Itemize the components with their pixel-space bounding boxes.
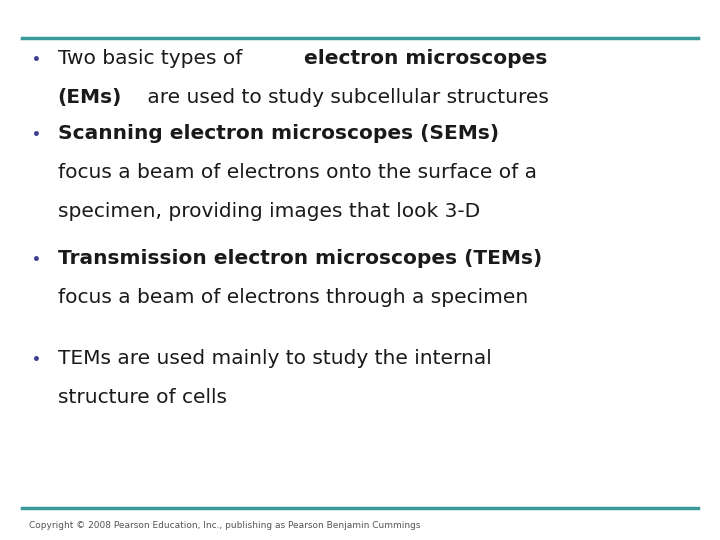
Text: focus a beam of electrons onto the surface of a: focus a beam of electrons onto the surfa…: [58, 163, 536, 182]
Text: •: •: [32, 53, 40, 68]
Text: Scanning electron microscopes (SEMs): Scanning electron microscopes (SEMs): [58, 124, 499, 143]
Text: •: •: [32, 253, 40, 267]
Text: •: •: [32, 129, 40, 143]
Text: Transmission electron microscopes (TEMs): Transmission electron microscopes (TEMs): [58, 249, 542, 268]
Text: structure of cells: structure of cells: [58, 388, 227, 407]
Text: Two basic types of: Two basic types of: [58, 49, 248, 68]
Text: •: •: [32, 353, 40, 367]
Text: TEMs are used mainly to study the internal: TEMs are used mainly to study the intern…: [58, 349, 491, 368]
Text: specimen, providing images that look 3-D: specimen, providing images that look 3-D: [58, 202, 480, 221]
Text: focus a beam of electrons through a specimen: focus a beam of electrons through a spec…: [58, 288, 528, 307]
Text: are used to study subcellular structures: are used to study subcellular structures: [140, 88, 549, 107]
Text: Copyright © 2008 Pearson Education, Inc., publishing as Pearson Benjamin Cumming: Copyright © 2008 Pearson Education, Inc.…: [29, 521, 420, 530]
Text: (EMs): (EMs): [58, 88, 122, 107]
Text: electron microscopes: electron microscopes: [304, 49, 547, 68]
